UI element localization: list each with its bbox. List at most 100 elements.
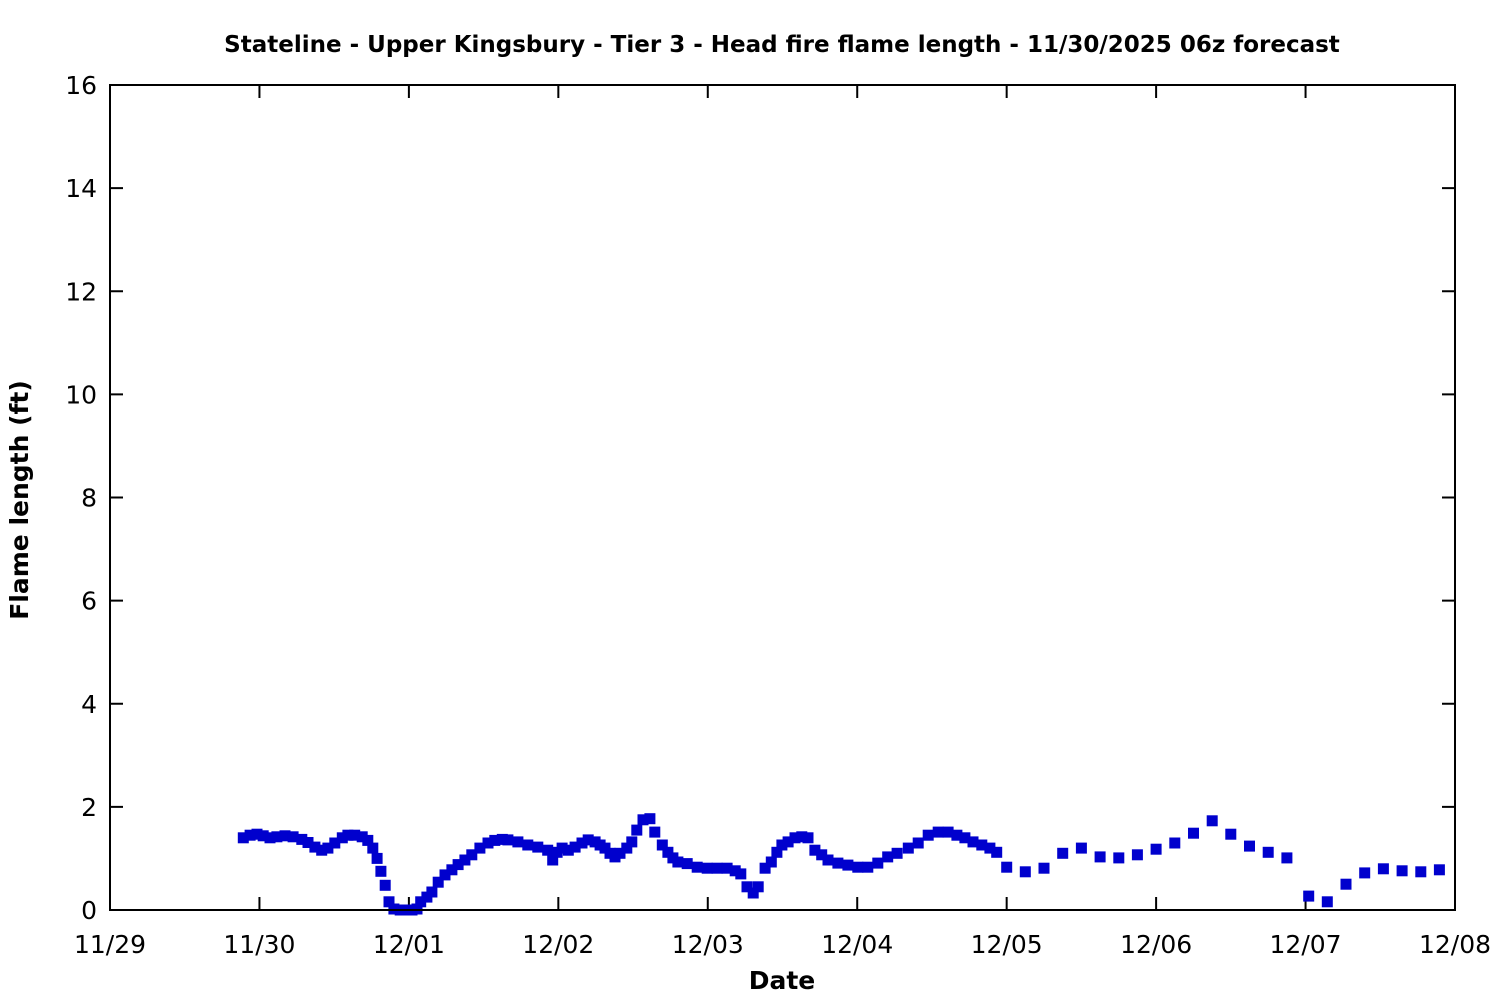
- data-point: [489, 834, 501, 846]
- data-point: [379, 879, 391, 891]
- data-point: [415, 896, 427, 908]
- data-point: [582, 834, 594, 846]
- data-point: [271, 831, 283, 843]
- data-point: [556, 842, 568, 854]
- data-point: [371, 852, 383, 864]
- data-point: [637, 814, 649, 826]
- data-point: [383, 896, 395, 908]
- data-point: [362, 834, 374, 846]
- data-point: [1038, 862, 1050, 874]
- data-point: [809, 844, 821, 856]
- x-tick-label: 12/05: [971, 930, 1043, 959]
- x-tick-label: 12/07: [1270, 930, 1342, 959]
- data-point: [466, 849, 478, 861]
- data-point: [432, 876, 444, 888]
- data-point: [991, 846, 1003, 858]
- data-point: [474, 842, 486, 854]
- data-point: [681, 858, 693, 870]
- data-point: [922, 829, 934, 841]
- x-tick-label: 12/08: [1419, 930, 1491, 959]
- data-point: [672, 856, 684, 868]
- data-point: [257, 830, 269, 842]
- data-point: [439, 869, 451, 881]
- data-point: [621, 842, 633, 854]
- y-tick-label: 10: [65, 380, 97, 409]
- data-point: [459, 854, 471, 866]
- data-point: [967, 836, 979, 848]
- data-point: [342, 829, 354, 841]
- data-point: [309, 841, 321, 853]
- data-point: [1415, 866, 1427, 878]
- data-point: [1206, 815, 1218, 827]
- data-point: [902, 842, 914, 854]
- data-point: [576, 837, 588, 849]
- data-point: [1303, 890, 1315, 902]
- plot-frame: [109, 84, 1456, 911]
- axes-layer: 11/29 11/30 12/01 12/02 12/03 12/04 12/05 12/06…: [65, 71, 1491, 959]
- data-point: [614, 847, 626, 859]
- data-point: [1150, 843, 1162, 855]
- data-point: [1340, 878, 1352, 890]
- data-point: [1359, 867, 1371, 879]
- x-tick-label: 11/29: [74, 930, 146, 959]
- data-point: [912, 837, 924, 849]
- data-point: [1019, 866, 1031, 878]
- data-point: [251, 828, 263, 840]
- data-point: [296, 833, 308, 845]
- x-tick-label: 11/30: [223, 930, 295, 959]
- data-point: [942, 826, 954, 838]
- data-point: [322, 842, 334, 854]
- data-point: [1057, 847, 1069, 859]
- data-point: [1169, 837, 1181, 849]
- data-point: [1321, 896, 1333, 908]
- data-point: [741, 881, 753, 893]
- data-point: [1262, 846, 1274, 858]
- data-point: [816, 849, 828, 861]
- data-point: [316, 844, 328, 856]
- data-point: [771, 846, 783, 858]
- data-point: [426, 886, 438, 898]
- data-point: [482, 837, 494, 849]
- data-point: [1433, 864, 1445, 876]
- data-point: [1188, 827, 1199, 839]
- data-point: [1377, 863, 1389, 875]
- data-point: [747, 887, 759, 899]
- data-point: [1244, 840, 1255, 852]
- y-tick-label: 6: [81, 587, 97, 616]
- data-point: [375, 865, 387, 877]
- data-point: [832, 857, 844, 869]
- data-point: [882, 851, 894, 863]
- data-point: [446, 864, 458, 876]
- data-point: [1225, 828, 1237, 840]
- data-point: [542, 844, 554, 856]
- x-tick-label: 12/02: [522, 930, 594, 959]
- data-point: [656, 839, 668, 851]
- x-tick-label: 12/04: [821, 930, 893, 959]
- y-axis-label: Flame length (ft): [5, 380, 34, 620]
- data-point: [842, 859, 854, 871]
- data-point: [644, 813, 656, 825]
- x-axis-label: Date: [749, 966, 816, 995]
- data-point: [976, 839, 988, 851]
- data-point: [631, 824, 643, 836]
- data-point: [237, 832, 249, 844]
- data-point: [279, 830, 291, 842]
- data-point: [336, 832, 348, 844]
- data-points-layer: [237, 813, 1445, 916]
- data-point: [1094, 851, 1106, 863]
- data-point: [452, 859, 464, 871]
- data-point: [782, 836, 794, 848]
- data-point: [932, 826, 944, 838]
- data-point: [691, 861, 703, 873]
- data-point: [1131, 849, 1143, 861]
- data-point: [721, 862, 733, 874]
- data-point: [872, 857, 884, 869]
- data-point: [796, 831, 808, 843]
- data-point: [1281, 852, 1293, 864]
- x-tick-label: 12/06: [1120, 930, 1192, 959]
- data-point: [1001, 861, 1013, 873]
- data-point: [776, 839, 788, 851]
- data-point: [1113, 852, 1125, 864]
- data-point: [951, 829, 963, 841]
